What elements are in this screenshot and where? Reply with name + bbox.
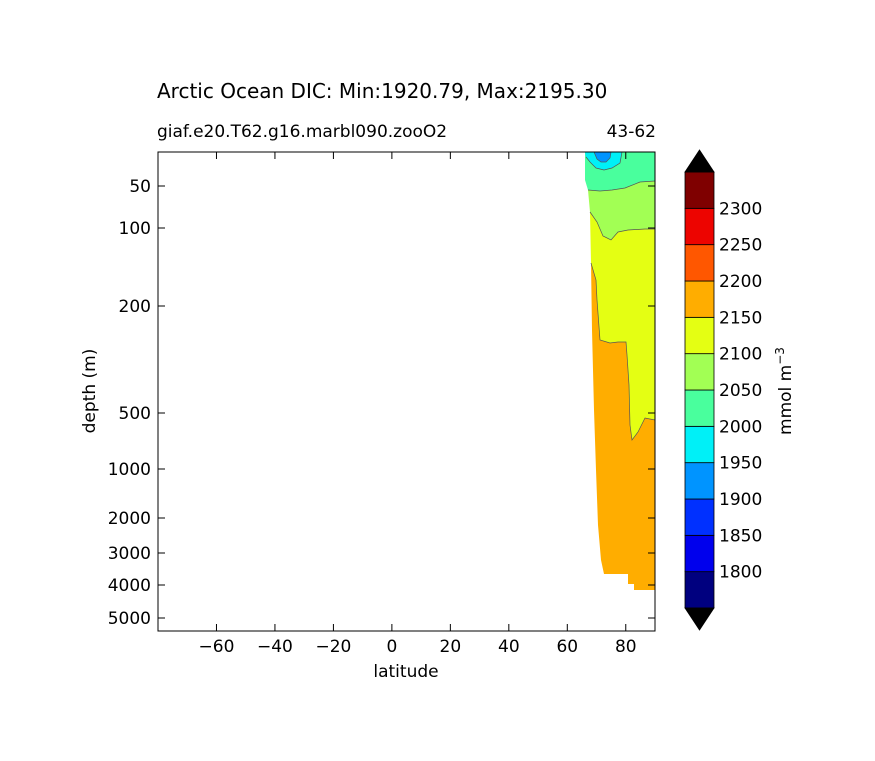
y-tick-label: 4000: [108, 576, 151, 596]
colorbar-tick-label: 2300: [719, 199, 762, 219]
y-tick-label: 200: [119, 297, 151, 317]
colorbar-segment: [684, 280, 715, 318]
contour-line-2100: [589, 211, 655, 241]
x-tick-label: 60: [556, 637, 578, 657]
colorbar-tick-label: 2000: [719, 417, 762, 437]
y-axis-label: depth (m): [80, 349, 100, 434]
chart-title: Arctic Ocean DIC: Min:1920.79, Max:2195.…: [157, 79, 607, 103]
chart-subtitle-left: giaf.e20.T62.g16.marbl090.zooO2: [157, 122, 447, 142]
colorbar-tick-label: 1950: [719, 454, 762, 474]
y-tick-label: 2000: [108, 509, 151, 529]
colorbar-segment: [684, 316, 715, 355]
plot-frame: [157, 151, 656, 632]
colorbar-segment: [684, 207, 715, 246]
x-tick-label: −40: [257, 637, 293, 657]
plot-background: [158, 152, 655, 631]
chart-subtitle-right: 43-62: [607, 122, 656, 142]
y-axis: 50 100 200 500 1000 2000 3000 4000 5000: [108, 177, 655, 629]
colorbar-extend-max: [684, 149, 715, 173]
colorbar-tick-label: 2050: [719, 381, 762, 401]
y-tick-label: 5000: [108, 609, 151, 629]
colorbar-label-exponent: −3: [773, 347, 787, 365]
colorbar-tick-label: 1900: [719, 490, 762, 510]
contour-line-2000: [585, 151, 623, 171]
y-tick-label: 500: [119, 404, 151, 424]
colorbar-label: mmol m−3: [773, 347, 796, 435]
contour-region-2150-2200: [591, 263, 655, 590]
colorbar-segment: [684, 244, 715, 282]
contour-region-2050-2100: [588, 181, 655, 240]
x-tick-label: 20: [440, 637, 462, 657]
plot-area: [157, 151, 656, 632]
y-tick-label: 50: [129, 177, 151, 197]
colorbar: 1800 1850 1900 1950 2000 2050 2100 2150 2200 2250…: [684, 149, 762, 631]
colorbar-tick-label: 1800: [719, 563, 762, 583]
x-tick-label: −60: [199, 637, 235, 657]
colorbar-segment: [684, 389, 715, 427]
colorbar-tick-label: 2250: [719, 236, 762, 256]
colorbar-label-unit: mmol m: [776, 365, 796, 435]
colorbar-segment: [684, 534, 715, 573]
x-tick-label: 40: [498, 637, 520, 657]
colorbar-tick-label: 2150: [719, 308, 762, 328]
y-tick-label: 3000: [108, 544, 151, 564]
contour-line-2050: [587, 180, 656, 192]
colorbar-segment: [684, 171, 715, 209]
colorbar-tick-label: 1850: [719, 526, 762, 546]
x-tick-label: 0: [386, 637, 397, 657]
colorbar-segment: [684, 353, 715, 391]
contour-region-2100-2150: [590, 212, 655, 440]
colorbar-segment: [684, 498, 715, 536]
y-tick-label: 1000: [108, 460, 151, 480]
colorbar-tick-label: 2200: [719, 272, 762, 292]
x-tick-label: 80: [615, 637, 637, 657]
colorbar-tick-label: 2100: [719, 345, 762, 365]
contour-line-2150: [590, 262, 656, 441]
x-tick-label: −20: [315, 637, 351, 657]
x-axis: −60 −40 −20 0 20 40 60 80: [199, 152, 637, 657]
x-axis-label: latitude: [373, 662, 438, 682]
colorbar-segment: [684, 425, 715, 464]
colorbar-extend-min: [684, 607, 715, 631]
colorbar-segment: [684, 571, 715, 609]
colorbar-segment: [684, 462, 715, 500]
y-tick-label: 100: [119, 219, 151, 239]
